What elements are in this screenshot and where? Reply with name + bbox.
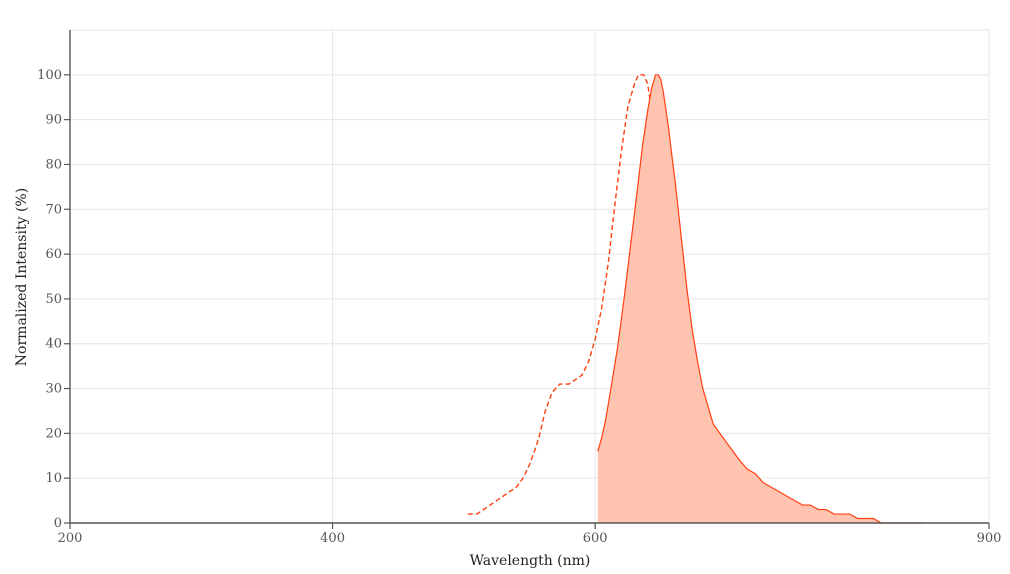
y-tick-label: 40 <box>45 337 62 352</box>
y-tick-label: 50 <box>45 292 62 307</box>
y-tick-label: 10 <box>45 471 62 486</box>
y-axis-title: Normalized Intensity (%) <box>14 188 30 366</box>
grid <box>69 29 990 524</box>
x-tick-label: 200 <box>58 531 83 546</box>
y-tick-label: 80 <box>45 157 62 172</box>
x-tick-label: 400 <box>320 531 345 546</box>
x-tick-label: 600 <box>583 531 608 546</box>
y-tick-label: 60 <box>45 247 62 262</box>
axes: 0 10 20 30 40 50 60 70 80 90 100 200 400 600 900 <box>37 30 1001 546</box>
x-axis-title: Wavelength (nm) <box>470 553 591 569</box>
y-tick-label: 70 <box>45 202 62 217</box>
y-tick-label: 30 <box>45 382 62 397</box>
y-tick-label: 20 <box>45 426 62 441</box>
y-tick-label: 90 <box>45 113 62 128</box>
emission-area <box>597 74 924 523</box>
plot-area <box>467 74 924 524</box>
y-tick-label: 0 <box>54 516 62 531</box>
emission-series-line <box>597 74 924 524</box>
x-tick-label: 900 <box>977 531 1002 546</box>
y-tick-label: 100 <box>37 68 62 83</box>
